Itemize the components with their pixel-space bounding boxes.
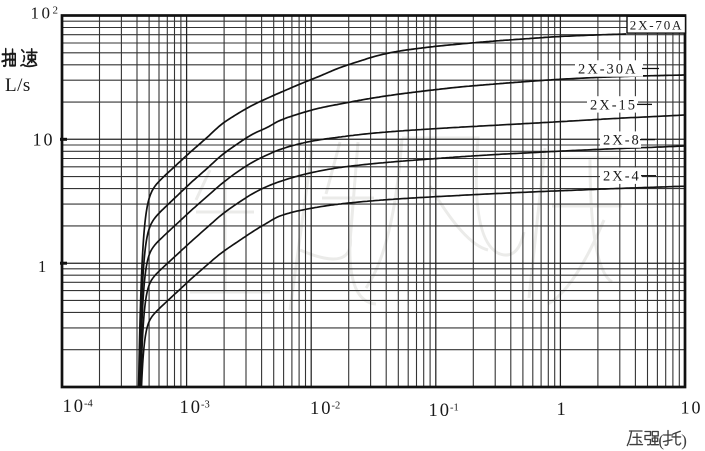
svg-text:L/s: L/s xyxy=(5,75,31,96)
svg-text:10: 10 xyxy=(681,398,703,418)
svg-text:-3: -3 xyxy=(201,400,210,411)
svg-text:10: 10 xyxy=(180,398,203,418)
svg-text:2X-8: 2X-8 xyxy=(603,133,641,149)
svg-text:): ) xyxy=(681,431,687,450)
svg-text:10: 10 xyxy=(31,3,53,22)
svg-text:2: 2 xyxy=(53,5,59,17)
svg-text:2X-70A: 2X-70A xyxy=(630,18,683,33)
svg-text:10: 10 xyxy=(429,401,452,421)
svg-text:1: 1 xyxy=(38,257,46,276)
svg-text:2X-30A: 2X-30A xyxy=(578,61,638,77)
svg-text:10: 10 xyxy=(63,397,86,417)
svg-text:2X-4: 2X-4 xyxy=(603,169,641,185)
svg-text:-1: -1 xyxy=(450,403,459,414)
svg-text:-4: -4 xyxy=(84,399,93,410)
svg-text:1: 1 xyxy=(557,400,566,420)
svg-text:(: ( xyxy=(658,431,664,450)
svg-text:10: 10 xyxy=(310,399,333,419)
svg-text:2X-15: 2X-15 xyxy=(590,97,637,113)
svg-text:10: 10 xyxy=(33,130,55,150)
svg-text:-2: -2 xyxy=(332,401,341,412)
